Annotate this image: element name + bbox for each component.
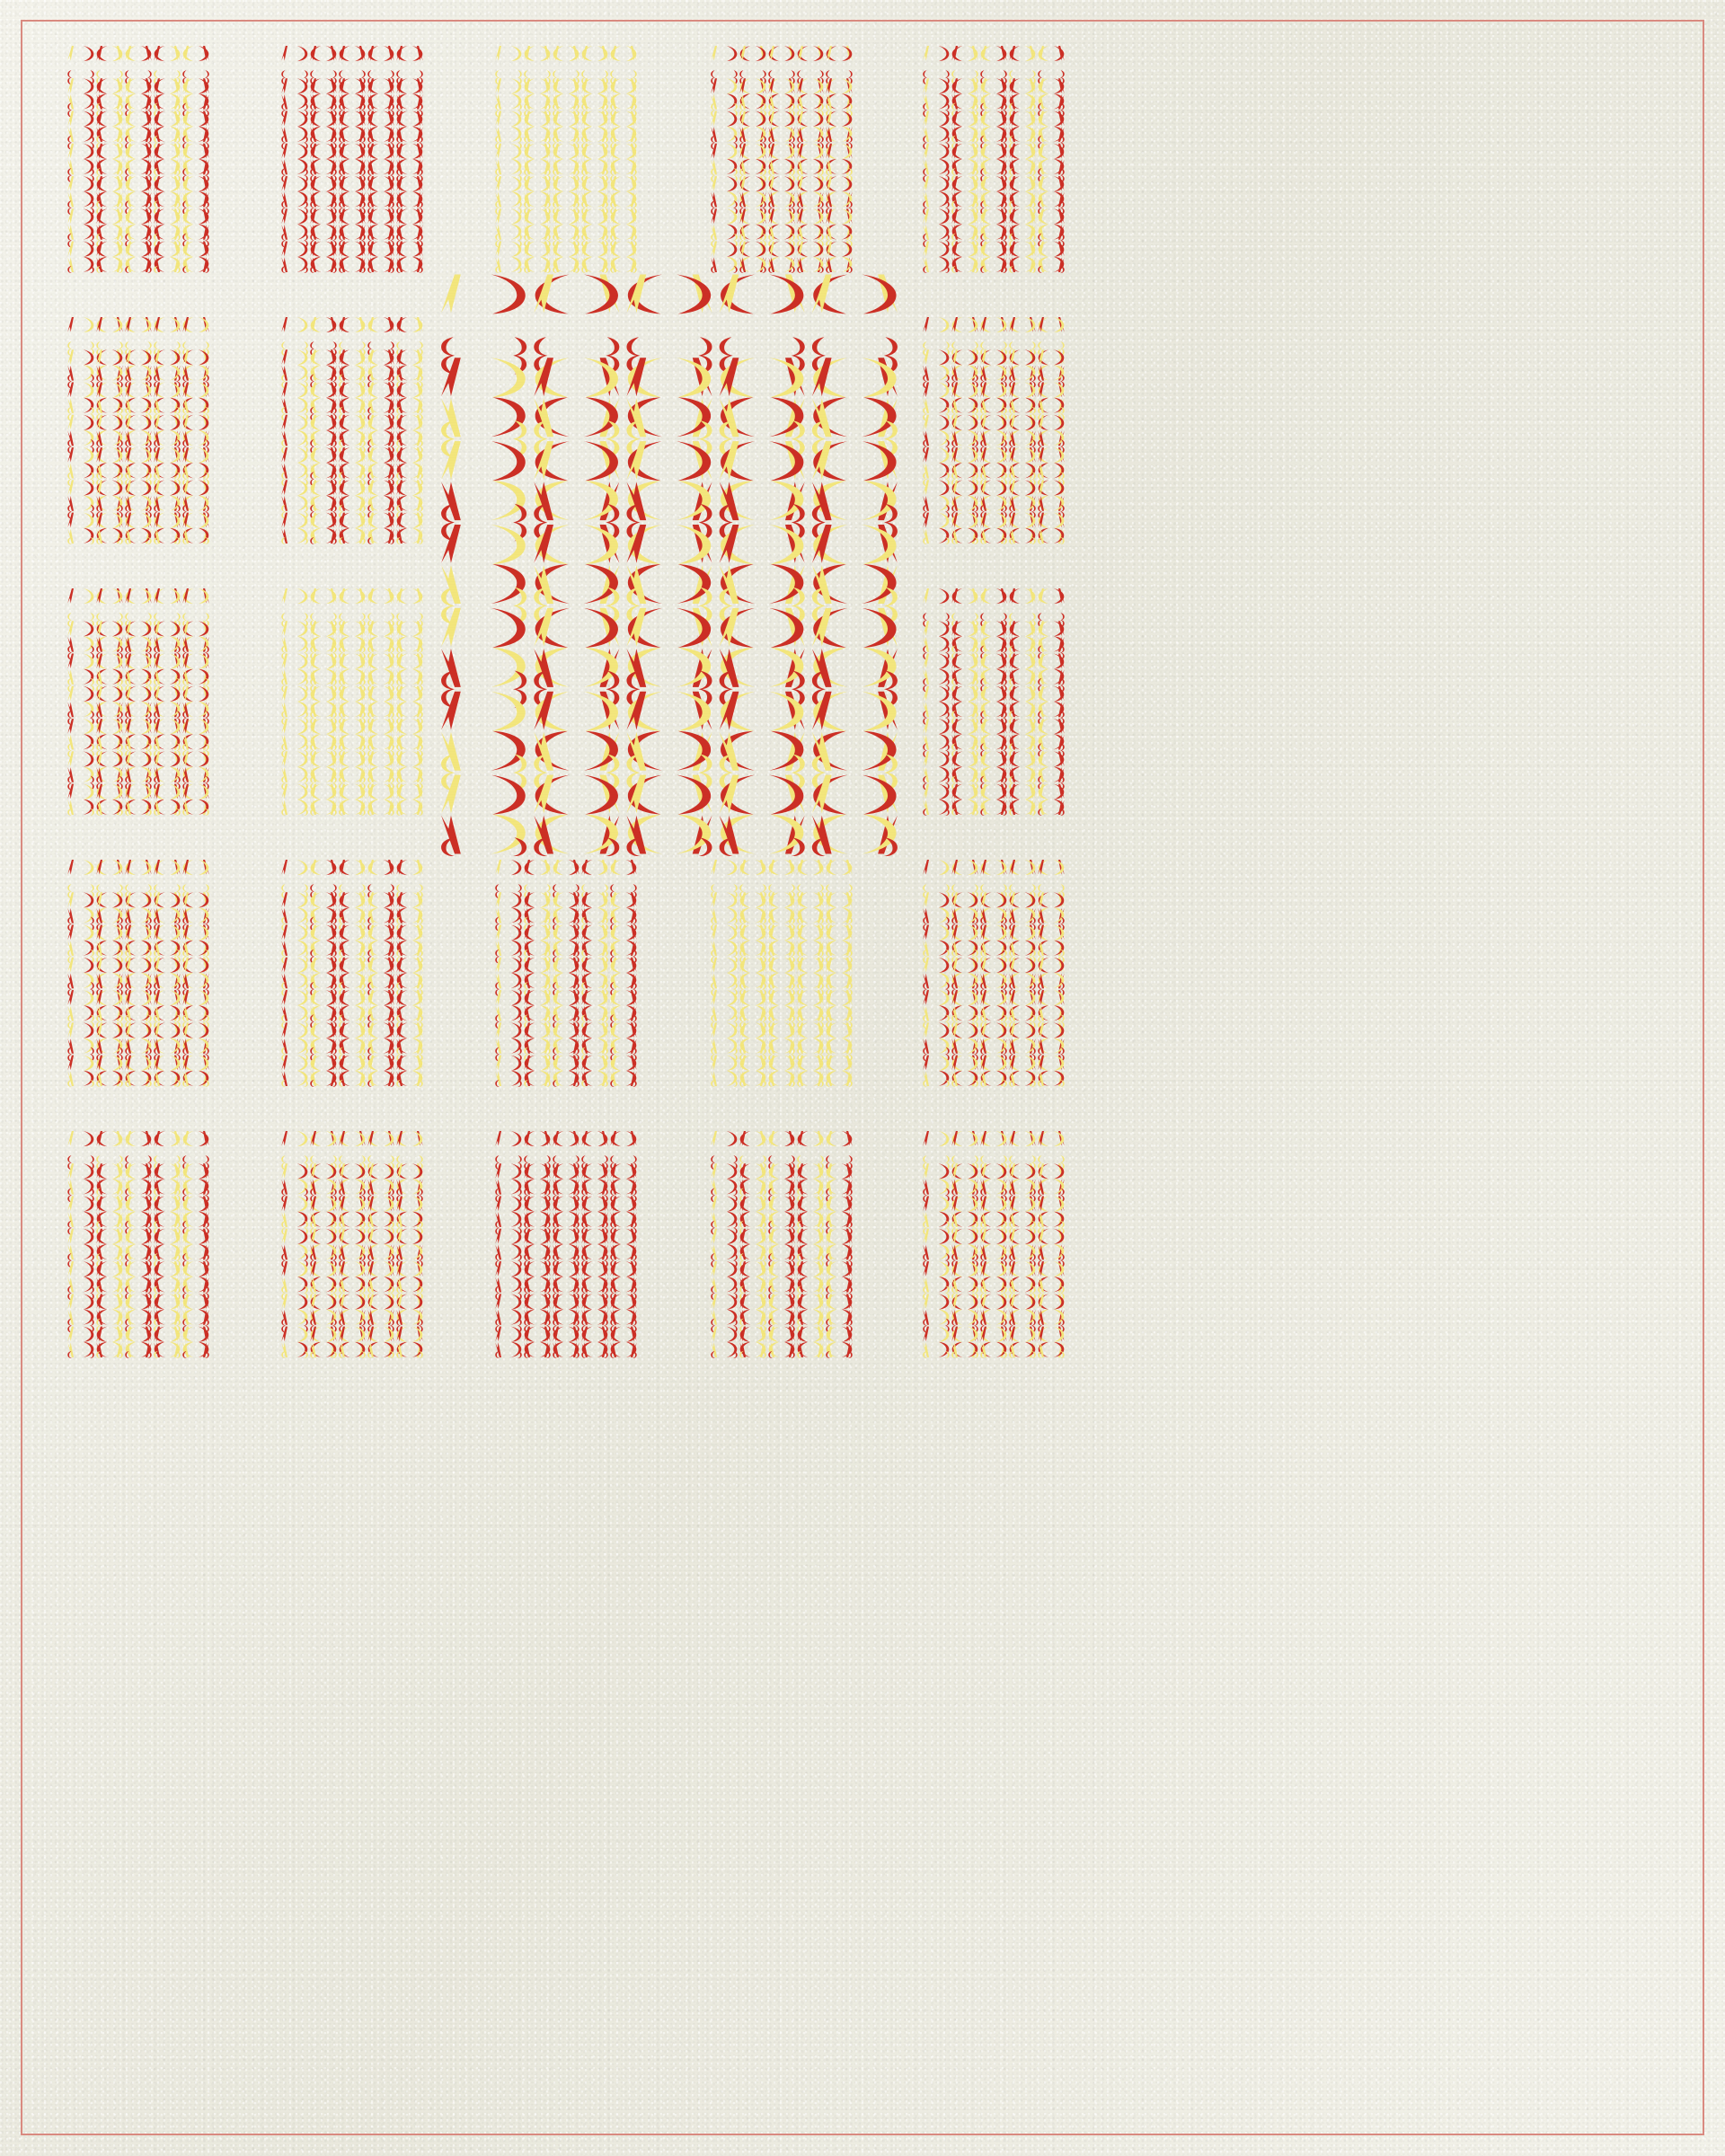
pattern-block [922, 45, 1066, 273]
ornament-pattern [67, 45, 209, 273]
pattern-block [710, 45, 854, 273]
ornament-pattern [67, 859, 209, 1087]
ornament-pattern [495, 859, 637, 1087]
ornament-pattern [67, 588, 209, 816]
ornament-pattern [67, 316, 209, 544]
pattern-block [66, 316, 210, 544]
pattern-block [280, 45, 424, 273]
ornament-pattern [281, 588, 423, 816]
pattern-block [280, 588, 424, 816]
ornament-pattern [281, 316, 423, 544]
ornament-pattern [923, 588, 1065, 816]
ornament-pattern [281, 1130, 423, 1358]
pattern-block [494, 45, 638, 273]
pattern-block [438, 272, 901, 856]
pattern-block [922, 1130, 1066, 1358]
pattern-block [494, 859, 638, 1087]
pattern-block [66, 45, 210, 273]
pattern-block [710, 1130, 854, 1358]
pattern-block [280, 859, 424, 1087]
ornament-pattern [441, 274, 898, 856]
ornament-pattern [281, 859, 423, 1087]
ornament-pattern [711, 1130, 853, 1358]
pattern-block [494, 1130, 638, 1358]
ornament-pattern [923, 316, 1065, 544]
pattern-block [280, 316, 424, 544]
pattern-block [922, 588, 1066, 816]
ornament-pattern [923, 859, 1065, 1087]
pattern-block [922, 859, 1066, 1087]
ornament-pattern [67, 1130, 209, 1358]
pattern-block [66, 588, 210, 816]
ornament-pattern [923, 45, 1065, 273]
ornament-pattern [495, 45, 637, 273]
pattern-block [66, 1130, 210, 1358]
ornament-pattern [281, 45, 423, 273]
pattern-block [922, 316, 1066, 544]
pattern-block [66, 859, 210, 1087]
ornament-pattern [711, 859, 853, 1087]
ornament-pattern [711, 45, 853, 273]
pattern-block [710, 859, 854, 1087]
ornament-pattern [495, 1130, 637, 1358]
ornament-pattern [923, 1130, 1065, 1358]
pattern-block [280, 1130, 424, 1358]
